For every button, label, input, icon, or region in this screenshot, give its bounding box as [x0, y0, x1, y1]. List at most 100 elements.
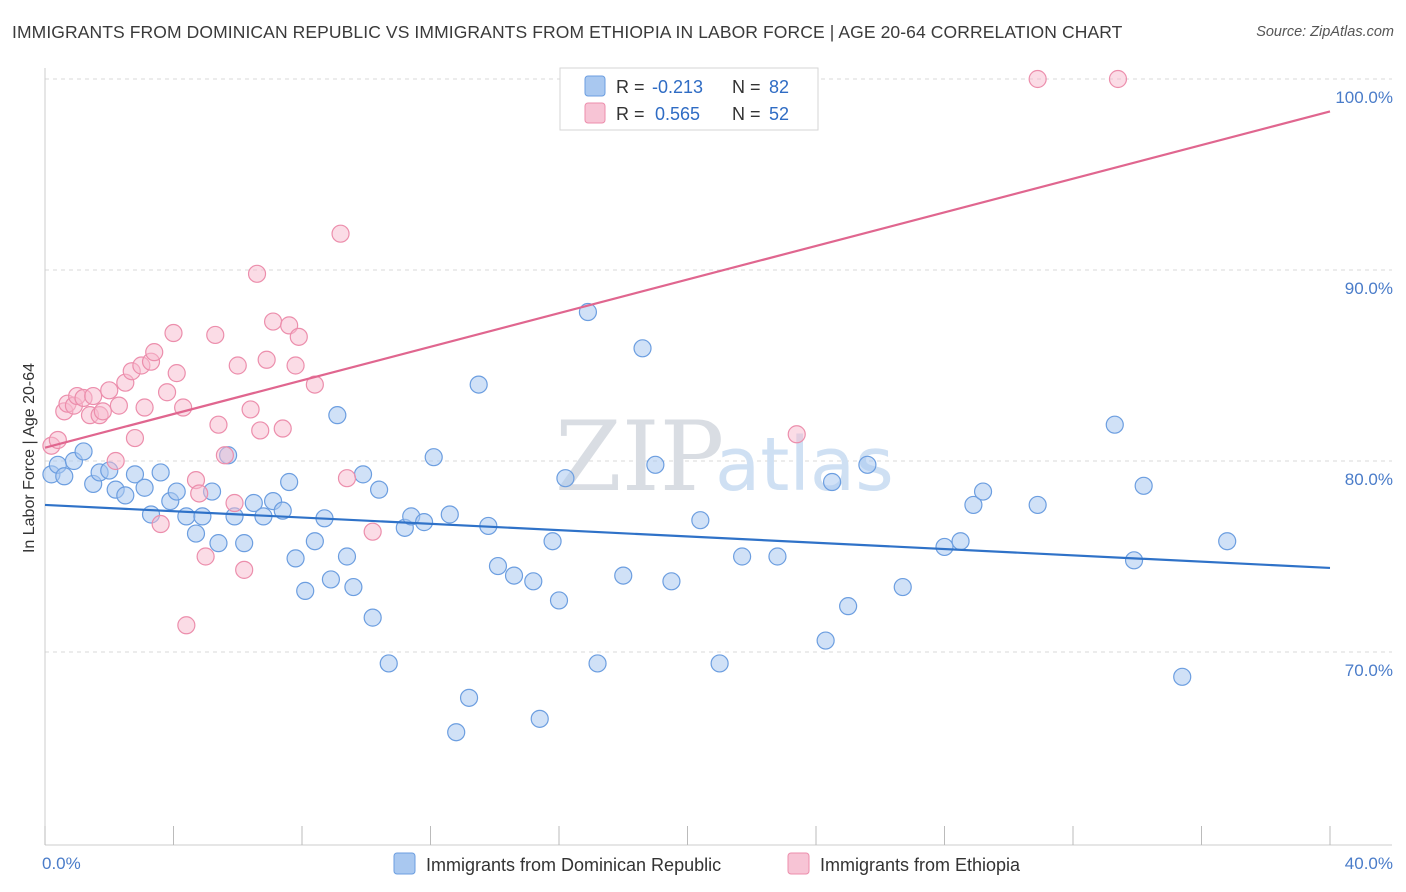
bottom-legend-label-pink: Immigrants from Ethiopia: [820, 855, 1021, 875]
point-ethiopia: [241, 400, 260, 419]
point-dominican-republic: [286, 549, 305, 568]
point-ethiopia: [196, 547, 215, 566]
point-dominican-republic: [964, 495, 983, 515]
trend-line-ethiopia: [44, 110, 1331, 449]
point-dominican-republic: [55, 467, 74, 486]
point-dominican-republic: [193, 507, 212, 526]
point-dominican-republic: [414, 513, 434, 532]
point-ethiopia: [167, 364, 186, 383]
point-dominican-republic: [710, 654, 729, 673]
point-dominican-republic: [209, 534, 228, 553]
y-tick-label: 70.0%: [1345, 661, 1393, 680]
x-tick-labels: 0.0% 40.0%: [42, 854, 1393, 873]
x-tick-label: 40.0%: [1345, 854, 1393, 873]
point-dominican-republic: [296, 581, 315, 600]
point-ethiopia: [190, 484, 209, 503]
trend-line-dominican-republic: [44, 503, 1331, 570]
legend: R = -0.213 N = 82 R = 0.565 N = 52: [559, 67, 819, 131]
point-dominican-republic: [244, 493, 263, 513]
point-ethiopia: [787, 425, 806, 444]
point-dominican-republic: [858, 455, 877, 474]
trend-lines: [44, 110, 1331, 570]
point-dominican-republic: [973, 482, 993, 501]
watermark-zip: ZIP: [555, 401, 724, 513]
point-ethiopia: [106, 451, 125, 471]
point-dominican-republic: [504, 566, 524, 585]
point-dominican-republic: [135, 478, 154, 497]
point-dominican-republic: [530, 709, 549, 728]
point-ethiopia: [151, 514, 170, 534]
point-dominican-republic: [893, 577, 912, 597]
point-ethiopia: [215, 446, 234, 465]
point-dominican-republic: [363, 608, 382, 627]
point-dominican-republic: [556, 469, 575, 488]
legend-r-value-2: 0.565: [655, 104, 700, 124]
point-dominican-republic: [839, 597, 858, 616]
point-dominican-republic: [177, 507, 196, 526]
watermark: ZIP atlas: [555, 401, 894, 513]
x-tick-label: 0.0%: [42, 854, 81, 873]
point-ethiopia: [135, 398, 154, 417]
axes: [44, 68, 1392, 846]
point-dominican-republic: [935, 537, 954, 557]
chart-title: IMMIGRANTS FROM DOMINICAN REPUBLIC VS IM…: [12, 22, 1123, 42]
legend-n-value-2: 52: [769, 104, 789, 124]
point-ethiopia: [289, 327, 308, 346]
point-ethiopia: [145, 343, 164, 362]
point-dominican-republic: [469, 375, 488, 394]
point-dominican-republic: [1105, 415, 1124, 434]
point-ethiopia: [209, 415, 228, 434]
point-ethiopia: [257, 350, 276, 369]
point-dominican-republic: [447, 723, 466, 742]
point-dominican-republic: [344, 577, 363, 597]
point-dominican-republic: [116, 486, 135, 505]
point-ethiopia: [1108, 69, 1128, 89]
point-ethiopia: [225, 493, 244, 513]
point-dominican-republic: [1173, 667, 1192, 686]
point-ethiopia: [125, 428, 145, 448]
point-dominican-republic: [74, 442, 93, 461]
point-dominican-republic: [235, 534, 254, 553]
point-ethiopia: [247, 264, 267, 283]
point-dominican-republic: [488, 556, 508, 576]
grid-lines: [45, 78, 1392, 653]
point-ethiopia: [251, 421, 270, 440]
point-dominican-republic: [321, 570, 341, 589]
point-dominican-republic: [459, 688, 479, 707]
point-ethiopia: [206, 325, 225, 345]
point-ethiopia: [100, 381, 119, 400]
point-dominican-republic: [822, 472, 842, 492]
y-axis-label: In Labor Force | Age 20-64: [21, 363, 38, 553]
point-ethiopia: [164, 323, 183, 343]
legend-n-value-1: 82: [769, 77, 789, 97]
point-dominican-republic: [646, 455, 665, 474]
point-dominican-republic: [151, 463, 170, 482]
point-dominican-republic: [379, 654, 398, 673]
point-dominican-republic: [440, 505, 459, 524]
point-dominican-republic: [768, 547, 787, 566]
point-dominican-republic: [951, 532, 970, 551]
point-ethiopia: [109, 396, 128, 415]
point-dominican-republic: [125, 465, 145, 484]
point-dominican-republic: [1124, 551, 1144, 570]
point-dominican-republic: [633, 339, 652, 358]
point-ethiopia: [93, 402, 112, 421]
y-tick-label: 90.0%: [1345, 279, 1393, 298]
point-dominican-republic: [1028, 495, 1047, 515]
legend-r-label-2: R =: [616, 104, 645, 124]
point-dominican-republic: [1134, 476, 1153, 495]
point-dominican-republic: [353, 465, 373, 484]
legend-swatch-blue: [584, 75, 606, 97]
point-dominican-republic: [186, 524, 206, 543]
point-ethiopia: [235, 560, 254, 579]
point-dominican-republic: [1218, 532, 1237, 551]
legend-r-value-1: -0.213: [652, 77, 703, 97]
point-ethiopia: [263, 312, 283, 331]
point-ethiopia: [337, 469, 357, 488]
point-dominican-republic: [662, 572, 681, 591]
point-ethiopia: [228, 356, 247, 375]
point-ethiopia: [331, 224, 350, 243]
point-dominican-republic: [167, 482, 186, 501]
legend-n-label-1: N =: [732, 77, 761, 97]
